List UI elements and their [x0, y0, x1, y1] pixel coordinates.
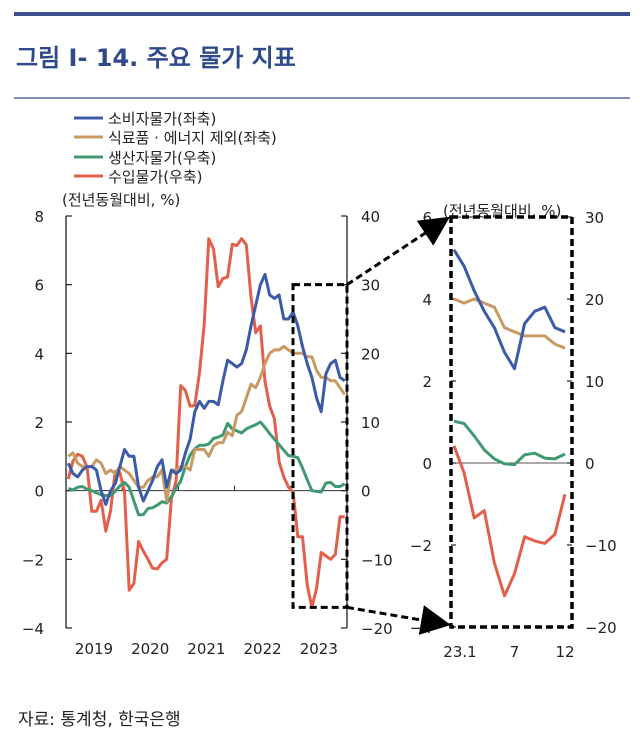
right-tick-label: 40 [361, 208, 380, 226]
zoom-arrow-bottom [346, 605, 451, 635]
left-tick-label: 6 [34, 277, 44, 295]
x-tick-label: 2021 [187, 640, 225, 658]
inset-right-tick-label: −20 [585, 619, 617, 637]
inset-left-tick-label: 6 [422, 209, 432, 227]
left-tick-label: 4 [34, 345, 44, 363]
series-line-core [67, 345, 346, 503]
inset-series-line-cpi [452, 249, 566, 371]
inset-left-tick-label: 2 [422, 373, 432, 391]
title-rule [14, 97, 630, 99]
left-tick-label: 2 [34, 414, 44, 432]
inset-right-tick-label: 0 [585, 455, 595, 473]
right-tick-label: −10 [361, 551, 393, 569]
right-tick-label: 0 [361, 483, 371, 501]
x-tick-label: 2022 [244, 640, 282, 658]
series-line-import [66, 237, 345, 609]
zoom-rect-main [291, 283, 349, 609]
top-rule [14, 12, 630, 16]
left-tick-label: 8 [34, 208, 44, 226]
inset-series-line-core [453, 297, 566, 350]
right-tick-label: 10 [361, 414, 380, 432]
chart-canvas: 소비자물가(좌축) 식료품 · 에너지 제외(좌축) 생산자물가(우축) 수입물… [22, 110, 617, 661]
inset-right-tick-label: 10 [585, 373, 604, 391]
right-tick-label: 30 [361, 277, 380, 295]
inset-x-tick-label: 12 [555, 643, 574, 661]
legend: 소비자물가(좌축) 식료품 · 에너지 제외(좌축) 생산자물가(우축) 수입물… [74, 110, 277, 186]
x-tick-label: 2023 [300, 640, 338, 658]
inset-right-tick-label: −10 [585, 537, 617, 555]
zoom-arrow-top [346, 216, 451, 286]
inset-right-tick-label: 20 [585, 291, 604, 309]
series-line-ppi [67, 420, 346, 517]
zoom-rect-inset [449, 215, 574, 629]
legend-label-cpi: 소비자물가(좌축) [108, 110, 216, 128]
inset-right-tick-label: 30 [585, 209, 604, 227]
inset-left-tick-label: −2 [410, 537, 432, 555]
series-line-cpi [66, 272, 346, 506]
legend-label-import: 수입물가(우축) [108, 168, 203, 186]
main-series [66, 237, 346, 609]
inset-series [452, 249, 567, 598]
inset-x-tick-label: 23.1 [443, 643, 476, 661]
legend-label-core: 식료품 · 에너지 제외(좌축) [108, 129, 277, 147]
left-tick-label: 0 [34, 483, 44, 501]
x-tick-label: 2019 [75, 640, 113, 658]
left-tick-label: −4 [22, 620, 44, 638]
right-tick-label: −20 [361, 620, 393, 638]
inset-series-line-import [452, 445, 567, 598]
inset-series-line-ppi [453, 419, 566, 467]
inset-x-tick-label: 7 [510, 643, 520, 661]
inset-left-tick-label: 4 [422, 291, 432, 309]
figure-title: 그림 Ⅰ- 14. 주요 물가 지표 [16, 44, 296, 72]
main-unit-label: (전년동월대비, %) [62, 191, 180, 209]
left-tick-label: −2 [22, 551, 44, 569]
source-note: 자료: 통계청, 한국은행 [18, 710, 181, 730]
legend-label-ppi: 생산자물가(우축) [108, 149, 216, 167]
zoom-box [291, 215, 574, 635]
inset-left-tick-label: 0 [422, 455, 432, 473]
right-tick-label: 20 [361, 345, 380, 363]
x-tick-label: 2020 [131, 640, 169, 658]
